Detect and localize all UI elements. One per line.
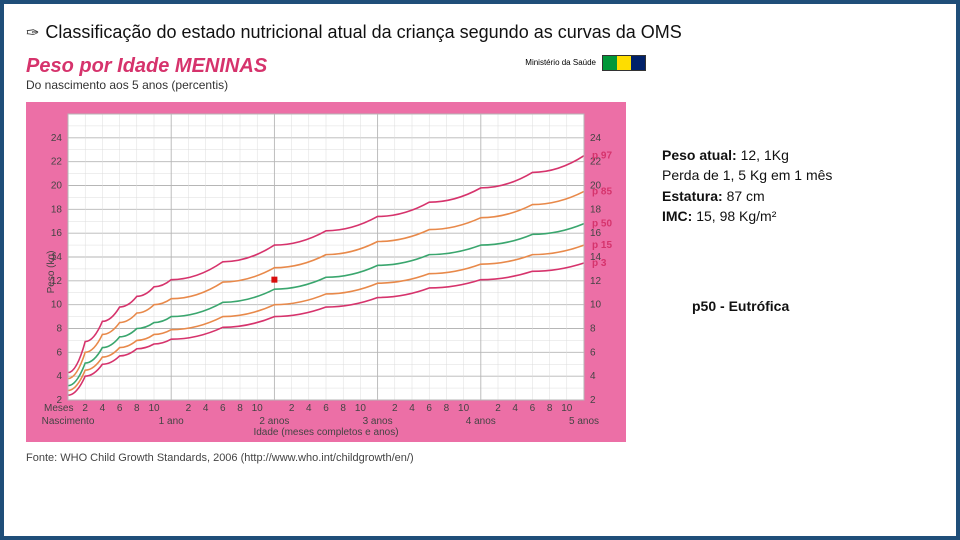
svg-text:2: 2 <box>495 403 501 414</box>
svg-text:6: 6 <box>323 403 329 414</box>
svg-text:18: 18 <box>590 204 602 215</box>
svg-text:10: 10 <box>148 403 160 414</box>
svg-text:p 3: p 3 <box>592 258 607 269</box>
svg-text:22: 22 <box>51 157 63 168</box>
svg-text:10: 10 <box>252 403 264 414</box>
svg-text:4: 4 <box>590 371 596 382</box>
svg-text:6: 6 <box>426 403 432 414</box>
svg-text:4: 4 <box>56 371 62 382</box>
svg-text:10: 10 <box>51 300 63 311</box>
svg-text:4: 4 <box>409 403 415 414</box>
chart-title: Peso por Idade MENINAS <box>26 55 267 78</box>
svg-text:14: 14 <box>51 252 63 263</box>
svg-text:2: 2 <box>392 403 398 414</box>
svg-text:12: 12 <box>590 276 602 287</box>
svg-text:4: 4 <box>100 403 106 414</box>
page-heading: Classificação do estado nutricional atua… <box>45 22 681 43</box>
svg-text:10: 10 <box>458 403 470 414</box>
svg-text:10: 10 <box>355 403 367 414</box>
content: Peso por Idade MENINAS Do nascimento aos… <box>26 55 934 464</box>
svg-text:8: 8 <box>134 403 140 414</box>
svg-text:8: 8 <box>340 403 346 414</box>
info-peso: Peso atual: 12, 1Kg <box>662 145 934 165</box>
svg-text:4: 4 <box>306 403 312 414</box>
svg-text:24: 24 <box>590 133 602 144</box>
chart-column: Peso por Idade MENINAS Do nascimento aos… <box>26 55 646 464</box>
svg-text:2: 2 <box>186 403 192 414</box>
svg-text:20: 20 <box>51 181 63 192</box>
svg-text:8: 8 <box>590 324 596 335</box>
svg-text:3 anos: 3 anos <box>363 416 393 427</box>
ministry-logo: Ministério da Saúde <box>525 59 596 67</box>
svg-text:4: 4 <box>203 403 209 414</box>
svg-text:6: 6 <box>220 403 226 414</box>
classification: p50 - Eutrófica <box>662 296 934 316</box>
svg-text:8: 8 <box>56 324 62 335</box>
svg-text:8: 8 <box>444 403 450 414</box>
svg-text:10: 10 <box>561 403 573 414</box>
svg-text:6: 6 <box>56 347 62 358</box>
info-estatura: Estatura: 87 cm <box>662 186 934 206</box>
svg-text:16: 16 <box>590 228 602 239</box>
chart-logos: Ministério da Saúde <box>525 55 646 71</box>
info-column: Peso atual: 12, 1Kg Perda de 1, 5 Kg em … <box>662 55 934 464</box>
heading-row: ✑ Classificação do estado nutricional at… <box>26 22 934 43</box>
chart-source: Fonte: WHO Child Growth Standards, 2006 … <box>26 452 646 464</box>
svg-text:p 15: p 15 <box>592 240 612 251</box>
chart-header: Peso por Idade MENINAS Do nascimento aos… <box>26 55 646 98</box>
svg-text:6: 6 <box>590 347 596 358</box>
chart-subtitle: Do nascimento aos 5 anos (percentis) <box>26 78 267 92</box>
svg-text:p 97: p 97 <box>592 151 612 162</box>
svg-text:2 anos: 2 anos <box>259 416 289 427</box>
svg-text:8: 8 <box>547 403 553 414</box>
svg-text:8: 8 <box>237 403 243 414</box>
svg-text:p 85: p 85 <box>592 186 612 197</box>
svg-text:Meses: Meses <box>44 403 73 414</box>
svg-text:4 anos: 4 anos <box>466 416 496 427</box>
svg-text:6: 6 <box>530 403 536 414</box>
info-imc: IMC: 15, 98 Kg/m² <box>662 206 934 226</box>
svg-text:18: 18 <box>51 204 63 215</box>
svg-text:16: 16 <box>51 228 63 239</box>
svg-text:4: 4 <box>512 403 518 414</box>
svg-text:24: 24 <box>51 133 63 144</box>
svg-text:p 50: p 50 <box>592 219 612 230</box>
svg-text:1 ano: 1 ano <box>159 416 184 427</box>
svg-text:2: 2 <box>289 403 295 414</box>
svg-text:2: 2 <box>82 403 88 414</box>
svg-text:10: 10 <box>590 300 602 311</box>
svg-text:12: 12 <box>51 276 63 287</box>
growth-chart: Peso (kg) Idade (meses completos e anos)… <box>26 102 626 442</box>
svg-text:Nascimento: Nascimento <box>42 416 95 427</box>
info-perda: Perda de 1, 5 Kg em 1 mês <box>662 165 934 185</box>
brasil-logo <box>602 55 646 71</box>
svg-text:6: 6 <box>117 403 123 414</box>
svg-text:2: 2 <box>590 395 596 406</box>
bullet-icon: ✑ <box>26 23 39 43</box>
svg-text:5 anos: 5 anos <box>569 416 599 427</box>
